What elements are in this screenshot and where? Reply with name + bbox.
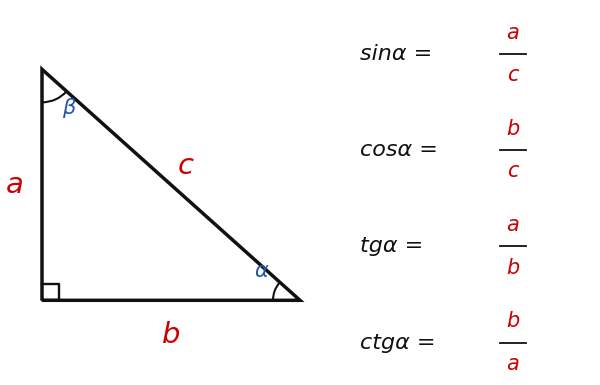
Text: b: b [506, 311, 520, 331]
Text: b: b [506, 119, 520, 139]
Text: ctgα =: ctgα = [360, 333, 443, 353]
Text: a: a [6, 171, 24, 199]
Text: sinα =: sinα = [360, 44, 439, 64]
Text: a: a [506, 23, 520, 43]
Text: cosα =: cosα = [360, 140, 445, 160]
Text: tgα =: tgα = [360, 236, 430, 256]
Text: b: b [506, 258, 520, 278]
Text: c: c [178, 152, 194, 179]
Text: β: β [62, 98, 76, 118]
Text: b: b [162, 321, 180, 349]
Text: c: c [507, 161, 519, 181]
Text: α: α [254, 261, 268, 281]
Text: a: a [506, 354, 520, 374]
Text: a: a [506, 215, 520, 235]
Text: c: c [507, 65, 519, 85]
